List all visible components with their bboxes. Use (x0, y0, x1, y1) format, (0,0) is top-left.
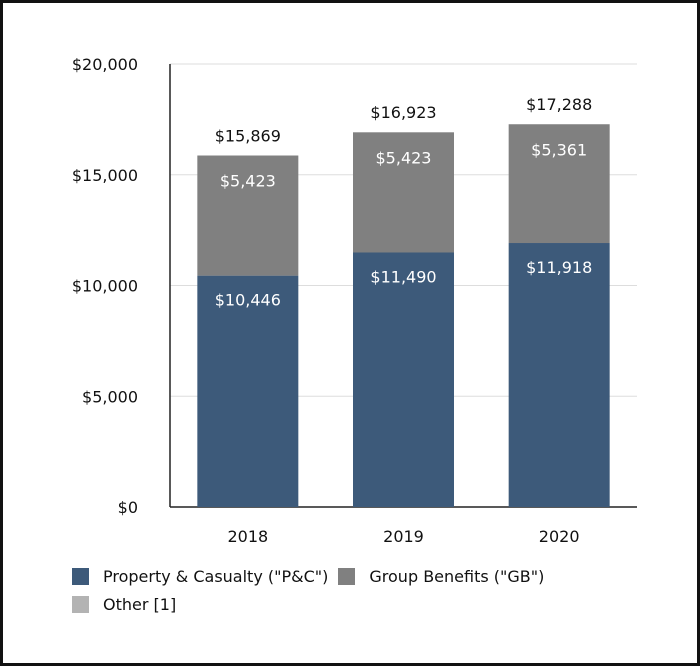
data-label-gb: $5,423 (376, 148, 432, 167)
total-label: $17,288 (526, 95, 592, 114)
total-label: $16,923 (370, 103, 436, 122)
legend-swatch-other (72, 595, 89, 613)
bar-gb-2018 (197, 155, 299, 276)
y-tick-label: $5,000 (82, 387, 138, 406)
y-tick-label: $0 (118, 498, 138, 517)
legend-item-other: Other [1] (72, 595, 176, 614)
legend-label-gb: Group Benefits ("GB") (369, 566, 545, 586)
legend-item-pc: Property & Casualty ("P&C") (72, 567, 328, 586)
legend-item-gb: Group Benefits ("GB") (338, 567, 544, 586)
total-label: $15,869 (215, 127, 281, 146)
y-tick-label: $10,000 (72, 277, 138, 296)
data-label-pc: $11,490 (370, 267, 436, 286)
bar-gb-2019 (353, 132, 454, 253)
legend-label-other: Other [1] (103, 594, 177, 614)
y-tick-label: $15,000 (72, 166, 138, 185)
data-label-pc: $11,918 (526, 258, 592, 277)
bar-pc-2020 (508, 243, 610, 507)
data-label-gb: $5,423 (220, 172, 276, 191)
legend-label-pc: Property & Casualty ("P&C") (103, 566, 329, 586)
legend: Property & Casualty ("P&C") Group Benefi… (72, 562, 672, 618)
bar-pc-2018 (197, 275, 299, 507)
legend-swatch-gb (338, 567, 356, 585)
x-tick-label: 2020 (539, 527, 580, 546)
data-label-gb: $5,361 (531, 140, 587, 159)
x-tick-label: 2019 (383, 527, 424, 546)
legend-swatch-pc (72, 567, 89, 585)
y-tick-label: $20,000 (72, 55, 138, 74)
data-label-pc: $10,446 (215, 291, 281, 310)
bar-pc-2019 (353, 252, 454, 507)
x-tick-label: 2018 (227, 527, 268, 546)
bar-gb-2020 (508, 124, 610, 244)
